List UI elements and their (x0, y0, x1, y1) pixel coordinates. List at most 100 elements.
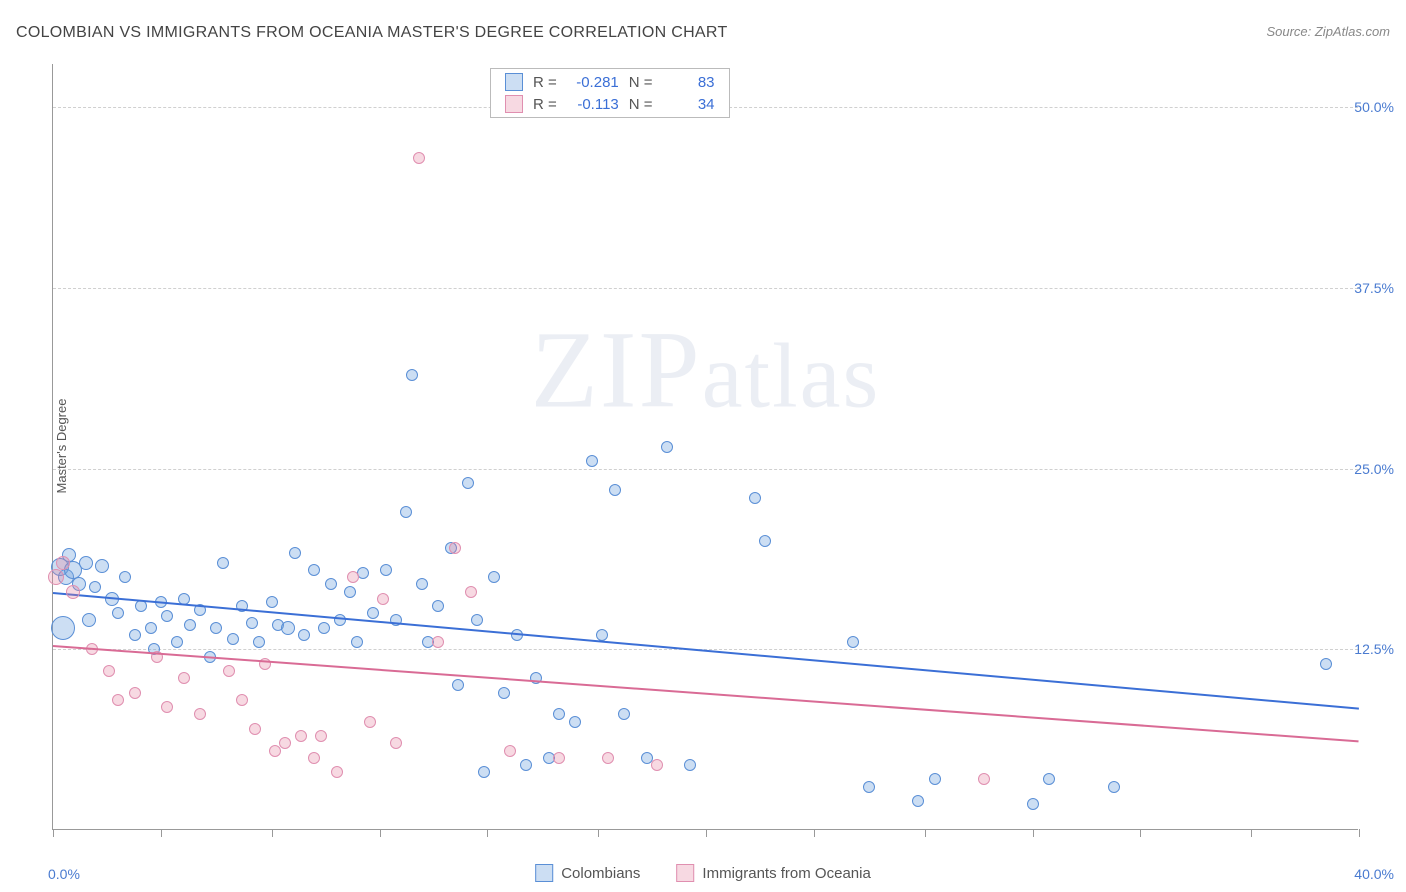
scatter-point (298, 629, 310, 641)
legend-item-2: Immigrants from Oceania (676, 864, 870, 882)
scatter-point (89, 581, 101, 593)
y-tick-label: 37.5% (1354, 280, 1394, 296)
scatter-point (912, 795, 924, 807)
gridline-h (53, 288, 1358, 289)
x-tick (161, 829, 162, 837)
scatter-point (978, 773, 990, 785)
scatter-point (1320, 658, 1332, 670)
scatter-point (416, 578, 428, 590)
scatter-point (380, 564, 392, 576)
scatter-point (344, 586, 356, 598)
scatter-point (325, 578, 337, 590)
swatch-series-1 (505, 73, 523, 91)
bottom-legend: Colombians Immigrants from Oceania (535, 864, 871, 882)
scatter-point (184, 619, 196, 631)
scatter-point (318, 622, 330, 634)
watermark: ZIPatlas (531, 307, 881, 434)
scatter-point (520, 759, 532, 771)
legend-swatch-1 (535, 864, 553, 882)
n-value-1: 83 (663, 74, 715, 91)
scatter-point (651, 759, 663, 771)
scatter-point (161, 610, 173, 622)
scatter-point (471, 614, 483, 626)
scatter-point (406, 369, 418, 381)
y-tick-label: 12.5% (1354, 641, 1394, 657)
chart-container: COLOMBIAN VS IMMIGRANTS FROM OCEANIA MAS… (0, 0, 1406, 892)
swatch-series-2 (505, 95, 523, 113)
y-tick-label: 25.0% (1354, 461, 1394, 477)
scatter-point (347, 571, 359, 583)
r-label: R = (533, 96, 557, 113)
n-value-2: 34 (663, 96, 715, 113)
scatter-point (586, 455, 598, 467)
x-tick (380, 829, 381, 837)
scatter-point (498, 687, 510, 699)
scatter-point (609, 484, 621, 496)
scatter-point (569, 716, 581, 728)
scatter-point (847, 636, 859, 648)
scatter-point (82, 613, 96, 627)
scatter-point (661, 441, 673, 453)
x-tick (53, 829, 54, 837)
scatter-point (112, 694, 124, 706)
scatter-point (553, 752, 565, 764)
x-tick (1140, 829, 1141, 837)
scatter-point (684, 759, 696, 771)
x-tick (814, 829, 815, 837)
chart-title: COLOMBIAN VS IMMIGRANTS FROM OCEANIA MAS… (16, 24, 728, 42)
scatter-point (618, 708, 630, 720)
scatter-point (929, 773, 941, 785)
x-tick (706, 829, 707, 837)
scatter-point (66, 585, 80, 599)
scatter-point (488, 571, 500, 583)
plot-area: ZIPatlas (52, 64, 1358, 830)
scatter-point (236, 694, 248, 706)
x-tick (487, 829, 488, 837)
scatter-point (478, 766, 490, 778)
scatter-point (331, 766, 343, 778)
scatter-point (602, 752, 614, 764)
scatter-point (171, 636, 183, 648)
scatter-point (449, 542, 461, 554)
scatter-point (749, 492, 761, 504)
scatter-point (194, 708, 206, 720)
scatter-point (48, 569, 64, 585)
r-value-2: -0.113 (567, 96, 619, 113)
scatter-point (308, 752, 320, 764)
x-tick (272, 829, 273, 837)
stats-row-1: R = -0.281 N = 83 (491, 71, 729, 93)
scatter-point (112, 607, 124, 619)
n-label: N = (629, 96, 653, 113)
scatter-point (1108, 781, 1120, 793)
scatter-point (308, 564, 320, 576)
legend-label-2: Immigrants from Oceania (702, 865, 870, 882)
scatter-point (289, 547, 301, 559)
source-attribution: Source: ZipAtlas.com (1266, 24, 1390, 39)
r-label: R = (533, 74, 557, 91)
scatter-point (266, 596, 278, 608)
x-axis-max-label: 40.0% (1354, 866, 1394, 882)
scatter-point (1027, 798, 1039, 810)
scatter-point (227, 633, 239, 645)
x-tick (925, 829, 926, 837)
x-tick (1251, 829, 1252, 837)
x-axis-min-label: 0.0% (48, 866, 80, 882)
scatter-point (95, 559, 109, 573)
scatter-point (863, 781, 875, 793)
legend-label-1: Colombians (561, 865, 640, 882)
scatter-point (249, 723, 261, 735)
scatter-point (452, 679, 464, 691)
scatter-point (56, 556, 70, 570)
scatter-point (504, 745, 516, 757)
stats-legend-box: R = -0.281 N = 83 R = -0.113 N = 34 (490, 68, 730, 118)
legend-item-1: Colombians (535, 864, 640, 882)
scatter-point (462, 477, 474, 489)
scatter-point (51, 616, 75, 640)
scatter-point (465, 586, 477, 598)
scatter-point (367, 607, 379, 619)
scatter-point (432, 636, 444, 648)
scatter-point (1043, 773, 1055, 785)
gridline-h (53, 469, 1358, 470)
stats-row-2: R = -0.113 N = 34 (491, 93, 729, 115)
scatter-point (281, 621, 295, 635)
